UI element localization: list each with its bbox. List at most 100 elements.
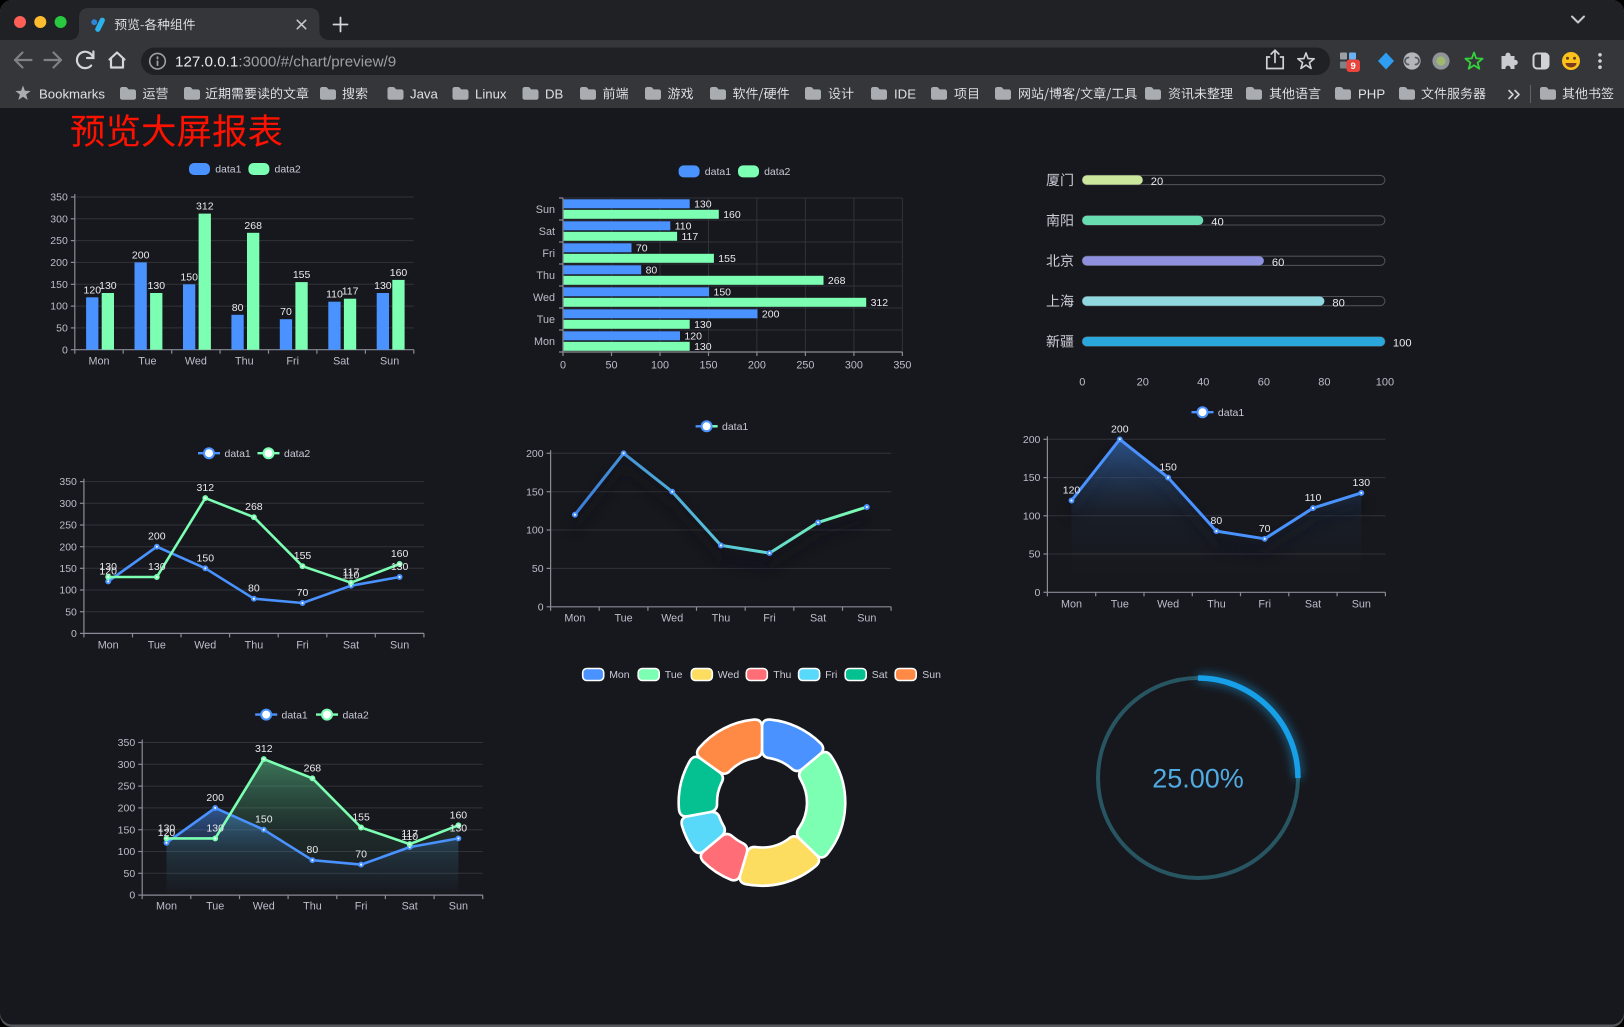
svg-text:Sat: Sat [343, 640, 359, 652]
svg-text:Sat: Sat [333, 356, 349, 368]
svg-text:Mon: Mon [1061, 599, 1082, 611]
svg-text:130: 130 [694, 319, 712, 331]
svg-text:250: 250 [59, 520, 77, 532]
svg-text:Thu: Thu [536, 270, 555, 282]
svg-text:Linux: Linux [475, 86, 507, 101]
svg-text:100: 100 [526, 525, 544, 537]
svg-text:70: 70 [297, 587, 309, 599]
svg-text:Fri: Fri [763, 613, 776, 625]
svg-text:150: 150 [50, 279, 68, 291]
svg-text:110: 110 [401, 831, 418, 843]
svg-text:130: 130 [99, 280, 117, 292]
svg-text:120: 120 [1063, 485, 1081, 497]
svg-text:150: 150 [1159, 462, 1177, 474]
svg-text:117: 117 [343, 567, 360, 579]
svg-text:Sun: Sun [449, 901, 468, 913]
svg-text:200: 200 [118, 803, 136, 815]
svg-text:50: 50 [124, 868, 136, 880]
svg-text:80: 80 [307, 844, 319, 856]
svg-text:312: 312 [197, 482, 215, 494]
svg-text:312: 312 [255, 743, 273, 755]
svg-text:Bookmarks: Bookmarks [39, 86, 105, 101]
svg-text:350: 350 [893, 360, 911, 372]
svg-text:Mon: Mon [534, 336, 555, 348]
svg-text:100: 100 [1023, 510, 1041, 522]
svg-text:130: 130 [374, 280, 392, 292]
svg-text:155: 155 [294, 550, 312, 562]
svg-text:250: 250 [118, 781, 136, 793]
svg-text:350: 350 [118, 737, 136, 749]
svg-text:Sun: Sun [390, 640, 409, 652]
svg-text:Thu: Thu [245, 640, 264, 652]
svg-text:50: 50 [1029, 549, 1041, 561]
svg-text:80: 80 [1332, 297, 1344, 309]
svg-text:130: 130 [391, 561, 409, 573]
svg-text:Tue: Tue [138, 356, 156, 368]
svg-text:Fri: Fri [286, 356, 299, 368]
svg-text:Sat: Sat [402, 901, 418, 913]
svg-text:Tue: Tue [614, 613, 632, 625]
svg-text:268: 268 [828, 275, 846, 287]
svg-text:0: 0 [62, 344, 68, 356]
svg-text:40: 40 [1197, 377, 1209, 389]
svg-text:110: 110 [343, 570, 360, 582]
svg-text:150: 150 [1023, 472, 1041, 484]
svg-text:data1: data1 [705, 166, 731, 178]
svg-text:300: 300 [845, 360, 863, 372]
svg-text:Mon: Mon [564, 613, 585, 625]
svg-text:80: 80 [248, 583, 260, 595]
svg-text:120: 120 [84, 284, 102, 296]
svg-text:268: 268 [304, 762, 322, 774]
svg-text:130: 130 [148, 561, 166, 573]
svg-text:0: 0 [560, 360, 566, 372]
svg-text:110: 110 [1305, 492, 1322, 504]
svg-text:150: 150 [699, 360, 717, 372]
svg-text:Tue: Tue [206, 901, 224, 913]
svg-text:110: 110 [326, 289, 343, 301]
svg-text:250: 250 [796, 360, 814, 372]
svg-text:350: 350 [59, 476, 77, 488]
svg-text:data2: data2 [343, 709, 369, 721]
svg-text:50: 50 [605, 360, 617, 372]
svg-text:25.00%: 25.00% [1152, 764, 1244, 794]
svg-text:Sun: Sun [1352, 599, 1371, 611]
svg-text:130: 130 [148, 280, 166, 292]
svg-text:312: 312 [196, 201, 214, 213]
svg-text:data2: data2 [275, 163, 301, 175]
svg-text:Wed: Wed [718, 669, 740, 681]
svg-text:110: 110 [675, 221, 692, 233]
svg-text:PHP: PHP [1358, 86, 1385, 101]
svg-text:160: 160 [723, 209, 741, 221]
svg-text:150: 150 [197, 552, 215, 564]
svg-text:9: 9 [1351, 61, 1356, 72]
svg-text:50: 50 [65, 606, 77, 618]
svg-text:130: 130 [450, 822, 468, 834]
svg-text:Wed: Wed [661, 613, 683, 625]
svg-text:Fri: Fri [542, 248, 555, 260]
svg-text:data2: data2 [284, 448, 310, 460]
svg-text:0: 0 [71, 628, 77, 640]
svg-text:130: 130 [694, 341, 712, 353]
svg-text:70: 70 [280, 306, 292, 318]
svg-text:Wed: Wed [533, 292, 555, 304]
svg-text:Tue: Tue [1111, 599, 1129, 611]
svg-text:160: 160 [390, 267, 408, 279]
svg-text:Thu: Thu [1207, 599, 1226, 611]
svg-text:117: 117 [682, 231, 699, 243]
svg-text:Mon: Mon [156, 901, 177, 913]
svg-text:DB: DB [545, 86, 564, 101]
svg-text:200: 200 [59, 541, 77, 553]
svg-text:150: 150 [59, 563, 77, 575]
svg-text:0: 0 [129, 890, 135, 902]
svg-text:Wed: Wed [185, 356, 207, 368]
svg-text:Fri: Fri [296, 640, 309, 652]
svg-text:Sat: Sat [810, 613, 826, 625]
svg-text:130: 130 [206, 822, 224, 834]
svg-text:Thu: Thu [303, 901, 322, 913]
svg-text:130: 130 [99, 561, 117, 573]
svg-text:100: 100 [651, 360, 669, 372]
svg-text:127.0.0.1:3000/#/chart/preview: 127.0.0.1:3000/#/chart/preview/9 [175, 53, 396, 70]
svg-text:155: 155 [352, 812, 370, 824]
svg-text:50: 50 [56, 323, 68, 335]
svg-text:200: 200 [762, 309, 780, 321]
